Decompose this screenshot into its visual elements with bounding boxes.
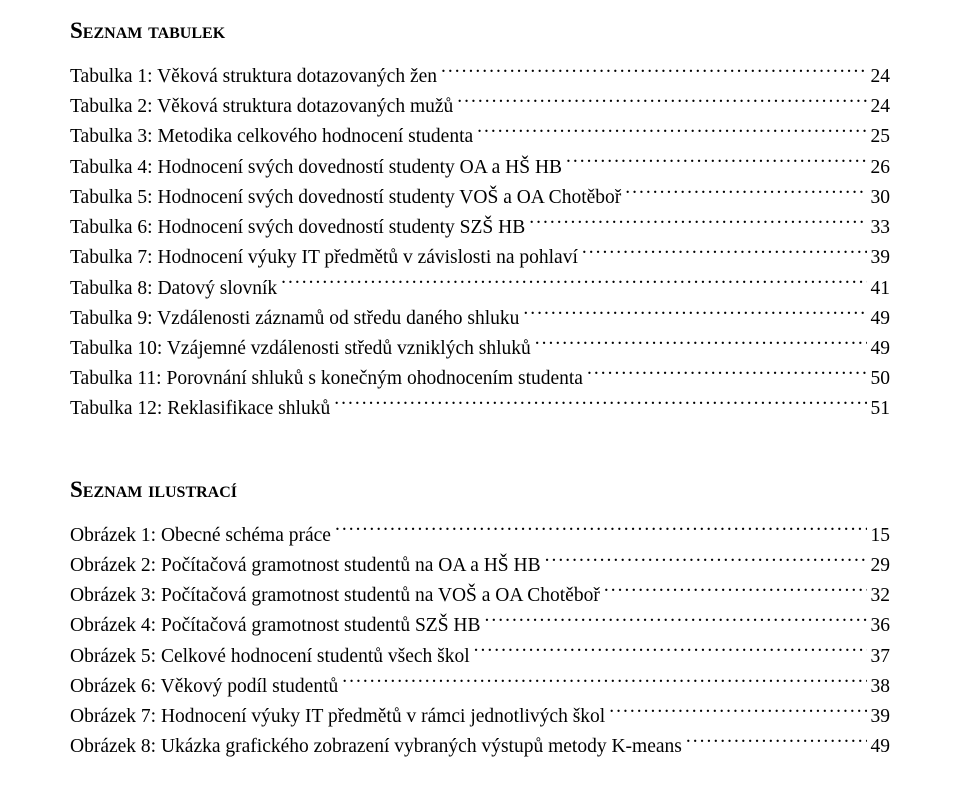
toc-entry-page: 50 <box>871 364 891 394</box>
toc-leader-dots <box>535 334 867 354</box>
toc-entry-page: 32 <box>871 581 891 611</box>
toc-entry: Tabulka 7: Hodnocení výuky IT předmětů v… <box>70 243 890 273</box>
toc-leader-dots <box>335 521 867 541</box>
toc-entry: Tabulka 5: Hodnocení svých dovedností st… <box>70 183 890 213</box>
toc-entry-page: 36 <box>871 611 891 641</box>
toc-leader-dots <box>609 702 866 722</box>
toc-leader-dots <box>604 582 867 602</box>
toc-entry-page: 37 <box>871 642 891 672</box>
toc-entry-label: Tabulka 12: Reklasifikace shluků <box>70 394 330 424</box>
toc-entry-page: 49 <box>871 304 891 334</box>
toc-entry-label: Tabulka 4: Hodnocení svých dovedností st… <box>70 153 562 183</box>
toc-leader-dots <box>441 63 866 83</box>
heading-illustrations-list: Seznam ilustrací <box>70 477 890 503</box>
toc-entry: Obrázek 8: Ukázka grafického zobrazení v… <box>70 732 890 762</box>
toc-entry-label: Tabulka 6: Hodnocení svých dovedností st… <box>70 213 525 243</box>
toc-entry-label: Tabulka 3: Metodika celkového hodnocení … <box>70 122 473 152</box>
toc-entry-label: Tabulka 8: Datový slovník <box>70 274 277 304</box>
toc-entry: Obrázek 4: Počítačová gramotnost student… <box>70 611 890 641</box>
toc-entry-page: 15 <box>871 521 891 551</box>
toc-entry: Obrázek 2: Počítačová gramotnost student… <box>70 551 890 581</box>
toc-leader-dots <box>686 733 867 753</box>
toc-leader-dots <box>334 395 866 415</box>
toc-entry: Tabulka 8: Datový slovník 41 <box>70 274 890 304</box>
toc-entry-page: 49 <box>871 334 891 364</box>
toc-entry: Tabulka 11: Porovnání shluků s konečným … <box>70 364 890 394</box>
toc-entry: Tabulka 2: Věková struktura dotazovaných… <box>70 92 890 122</box>
toc-entry-page: 41 <box>871 274 891 304</box>
toc-entry: Tabulka 12: Reklasifikace shluků 51 <box>70 394 890 424</box>
toc-leader-dots <box>523 304 866 324</box>
toc-entry: Obrázek 5: Celkové hodnocení studentů vš… <box>70 642 890 672</box>
toc-entry: Obrázek 3: Počítačová gramotnost student… <box>70 581 890 611</box>
tables-toc: Tabulka 1: Věková struktura dotazovaných… <box>70 62 890 425</box>
toc-entry-page: 38 <box>871 672 891 702</box>
toc-entry-page: 51 <box>871 394 891 424</box>
toc-entry-label: Tabulka 10: Vzájemné vzdálenosti středů … <box>70 334 531 364</box>
toc-leader-dots <box>457 93 866 113</box>
toc-entry-page: 25 <box>871 122 891 152</box>
toc-entry-page: 30 <box>871 183 891 213</box>
toc-entry-page: 26 <box>871 153 891 183</box>
toc-leader-dots <box>281 274 866 294</box>
toc-entry-label: Obrázek 5: Celkové hodnocení studentů vš… <box>70 642 470 672</box>
toc-entry-label: Tabulka 11: Porovnání shluků s konečným … <box>70 364 583 394</box>
toc-entry: Tabulka 6: Hodnocení svých dovedností st… <box>70 213 890 243</box>
document-page: Seznam tabulek Tabulka 1: Věková struktu… <box>0 0 960 762</box>
heading-tables-list: Seznam tabulek <box>70 18 890 44</box>
toc-entry-label: Tabulka 1: Věková struktura dotazovaných… <box>70 62 437 92</box>
toc-entry-label: Obrázek 2: Počítačová gramotnost student… <box>70 551 541 581</box>
toc-entry-page: 49 <box>871 732 891 762</box>
toc-entry: Tabulka 1: Věková struktura dotazovaných… <box>70 62 890 92</box>
toc-leader-dots <box>566 153 866 173</box>
toc-entry-page: 24 <box>871 92 891 122</box>
toc-leader-dots <box>625 183 866 203</box>
toc-entry: Tabulka 9: Vzdálenosti záznamů od středu… <box>70 304 890 334</box>
toc-entry-page: 39 <box>871 702 891 732</box>
toc-leader-dots <box>587 365 867 385</box>
toc-entry-label: Obrázek 3: Počítačová gramotnost student… <box>70 581 600 611</box>
toc-leader-dots <box>342 672 866 692</box>
toc-entry-label: Tabulka 2: Věková struktura dotazovaných… <box>70 92 453 122</box>
toc-entry-label: Obrázek 1: Obecné schéma práce <box>70 521 331 551</box>
toc-leader-dots <box>474 642 867 662</box>
toc-entry-page: 39 <box>871 243 891 273</box>
toc-entry-page: 33 <box>871 213 891 243</box>
toc-entry: Obrázek 1: Obecné schéma práce 15 <box>70 521 890 551</box>
toc-leader-dots <box>477 123 866 143</box>
toc-entry-label: Obrázek 8: Ukázka grafického zobrazení v… <box>70 732 682 762</box>
toc-leader-dots <box>529 214 866 234</box>
toc-entry-label: Obrázek 6: Věkový podíl studentů <box>70 672 338 702</box>
toc-entry: Tabulka 10: Vzájemné vzdálenosti středů … <box>70 334 890 364</box>
toc-entry-label: Tabulka 9: Vzdálenosti záznamů od středu… <box>70 304 519 334</box>
toc-leader-dots <box>485 612 867 632</box>
toc-entry-label: Obrázek 7: Hodnocení výuky IT předmětů v… <box>70 702 605 732</box>
toc-entry: Tabulka 4: Hodnocení svých dovedností st… <box>70 153 890 183</box>
toc-entry: Obrázek 7: Hodnocení výuky IT předmětů v… <box>70 702 890 732</box>
toc-entry: Obrázek 6: Věkový podíl studentů 38 <box>70 672 890 702</box>
toc-entry: Tabulka 3: Metodika celkového hodnocení … <box>70 122 890 152</box>
illustrations-toc: Obrázek 1: Obecné schéma práce15Obrázek … <box>70 521 890 763</box>
toc-entry-page: 24 <box>871 62 891 92</box>
toc-entry-label: Obrázek 4: Počítačová gramotnost student… <box>70 611 481 641</box>
toc-entry-label: Tabulka 7: Hodnocení výuky IT předmětů v… <box>70 243 578 273</box>
toc-leader-dots <box>582 244 867 264</box>
toc-leader-dots <box>545 551 867 571</box>
toc-entry-label: Tabulka 5: Hodnocení svých dovedností st… <box>70 183 621 213</box>
toc-entry-page: 29 <box>871 551 891 581</box>
